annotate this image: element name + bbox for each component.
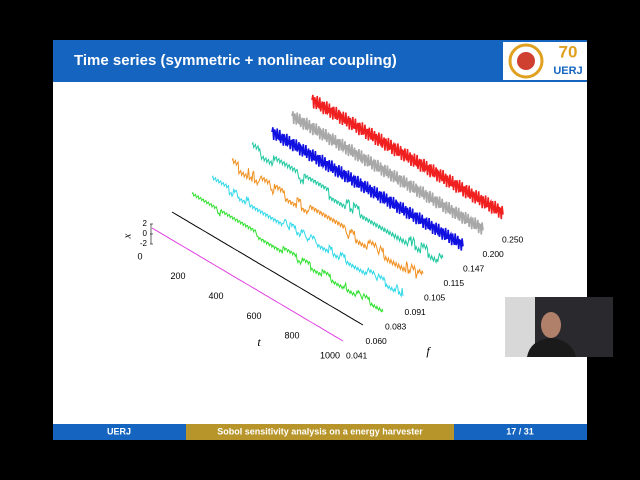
t-tick-label: 200 <box>170 271 185 281</box>
time-series <box>171 211 364 326</box>
f-axis-label: f <box>426 344 431 358</box>
time-series <box>191 191 384 313</box>
f-tick-label: 0.105 <box>424 292 446 302</box>
footer-center: Sobol sensitivity analysis on a energy h… <box>217 426 423 436</box>
logo-seal-center <box>517 52 535 70</box>
time-series <box>271 127 464 251</box>
t-tick-label: 400 <box>208 291 223 301</box>
logo: 70 UERJ <box>503 42 587 80</box>
t-tick-label: 0 <box>137 251 142 261</box>
time-series <box>211 175 404 298</box>
logo-text: UERJ <box>553 65 582 77</box>
f-tick-label: 0.200 <box>483 249 505 259</box>
footer-left: UERJ <box>107 426 131 436</box>
f-tick-label: 0.115 <box>444 278 465 288</box>
time-series <box>251 141 444 265</box>
f-tick-label: 0.060 <box>366 336 388 346</box>
f-tick-label: 0.091 <box>405 307 427 317</box>
header-bar <box>53 40 587 82</box>
slide-title: Time series (symmetric + nonlinear coupl… <box>74 52 397 69</box>
footer-right: 17 / 31 <box>506 426 534 436</box>
f-tick-label: 0.147 <box>463 263 485 273</box>
x-tick-label: 0 <box>143 229 148 238</box>
figure: 20-2x02004006008001000t0.0410.0600.0830.… <box>122 94 524 360</box>
webcam <box>505 297 613 357</box>
footer-right-bar <box>454 424 587 440</box>
t-axis-label: t <box>257 335 261 349</box>
time-series <box>311 94 504 220</box>
logo-number: 70 <box>559 42 578 61</box>
webcam-face <box>541 312 561 338</box>
time-series <box>291 111 484 235</box>
webcam-body <box>527 338 576 357</box>
f-tick-label: 0.250 <box>502 234 524 244</box>
footer-left-bar <box>53 424 186 440</box>
f-tick-label: 0.083 <box>385 321 407 331</box>
x-tick-label: -2 <box>140 239 148 248</box>
footer-center-bar <box>186 424 454 440</box>
time-series <box>151 227 344 342</box>
x-tick-label: 2 <box>143 219 148 228</box>
t-tick-label: 1000 <box>320 350 340 360</box>
x-axis-label: x <box>122 233 134 239</box>
t-tick-label: 600 <box>246 311 261 321</box>
t-tick-label: 800 <box>284 331 299 341</box>
f-tick-label: 0.041 <box>346 350 368 360</box>
webcam-wall <box>505 297 535 357</box>
time-series <box>231 157 424 279</box>
